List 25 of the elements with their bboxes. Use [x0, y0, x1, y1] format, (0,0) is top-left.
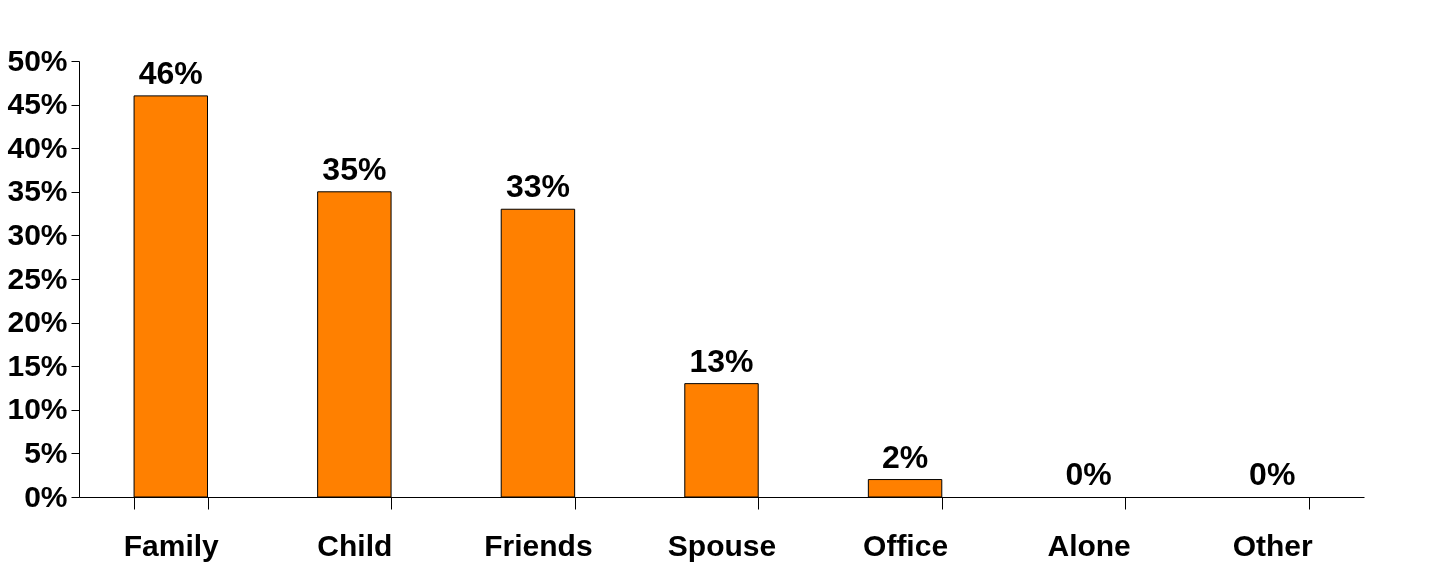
y-tick-label: 20%	[7, 305, 68, 339]
data-label: 35%	[322, 150, 387, 187]
x-tick-label: Family	[123, 528, 220, 562]
data-label: 33%	[505, 168, 570, 205]
y-tick-label: 5%	[24, 435, 68, 469]
y-tick-label: 50%	[7, 43, 68, 77]
x-tick-label: Spouse	[667, 528, 777, 562]
y-tick-label: 25%	[7, 261, 68, 295]
y-tick-label: 15%	[7, 348, 68, 382]
y-tick-label: 35%	[7, 174, 68, 208]
x-tick-label: Other	[1232, 528, 1314, 562]
y-tick-label: 10%	[7, 392, 68, 426]
y-tick-label: 0%	[24, 479, 68, 513]
data-label: 0%	[1249, 456, 1296, 492]
y-tick-label: 40%	[7, 130, 68, 164]
y-tick-label: 45%	[7, 87, 68, 121]
data-label: 2%	[881, 438, 929, 475]
x-tick-label: Office	[863, 528, 949, 562]
x-tick-label: Alone	[1047, 528, 1131, 562]
x-tick-label: Friends	[484, 528, 593, 562]
data-label: 0%	[1065, 456, 1112, 492]
data-label: 13%	[689, 342, 754, 379]
data-label: 46%	[138, 54, 203, 91]
y-tick-label: 30%	[7, 217, 68, 251]
x-tick-label: Child	[317, 528, 393, 562]
